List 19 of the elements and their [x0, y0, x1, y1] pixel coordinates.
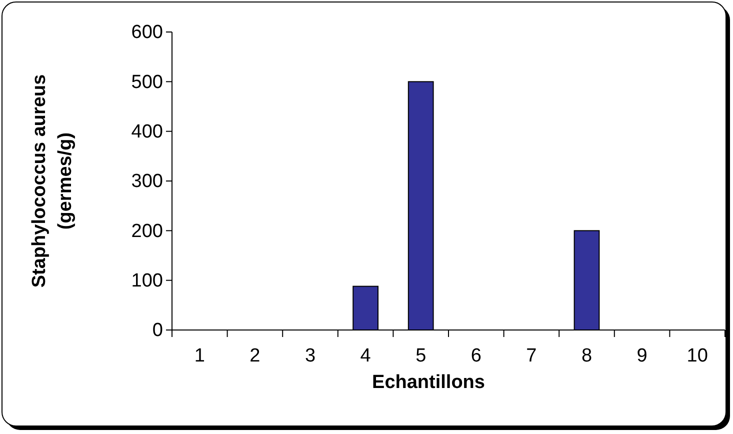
x-axis-title: Echantillons — [372, 372, 485, 393]
y-tick-label: 300 — [131, 171, 163, 192]
y-tick-label: 0 — [152, 320, 163, 342]
y-axis-title: Staphylococcus aureus (germes/g) — [29, 74, 76, 288]
x-tick-label: 1 — [194, 345, 205, 366]
x-tick-label: 3 — [304, 345, 316, 366]
x-tick-label: 2 — [250, 345, 260, 366]
y-tick-label: 500 — [131, 72, 163, 93]
x-tick-label: 10 — [686, 345, 708, 366]
x-tick-label: 7 — [526, 345, 537, 366]
x-tick-label: 5 — [416, 345, 426, 366]
x-tick-label: 4 — [360, 345, 372, 366]
y-tick-label: 200 — [131, 220, 163, 242]
y-tick-label: 100 — [131, 270, 163, 292]
y-tick-label: 400 — [131, 121, 163, 142]
x-tick-label: 8 — [581, 345, 592, 366]
x-tick-label: 6 — [470, 345, 482, 366]
y-tick-label: 600 — [131, 22, 163, 44]
x-tick-label: 9 — [636, 345, 648, 366]
